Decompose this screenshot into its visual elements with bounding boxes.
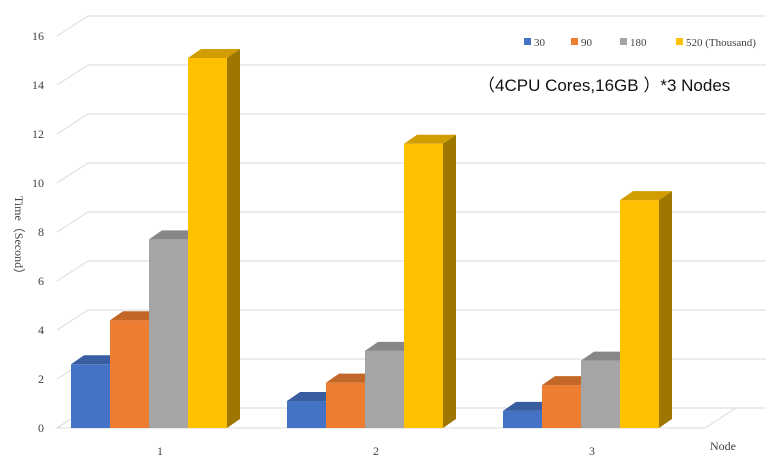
x-tick-label: 2 [373, 444, 379, 458]
bar-90-node-2 [326, 382, 365, 428]
bar-90-node-3 [542, 385, 581, 428]
bar-520-node-3 [620, 200, 659, 428]
bar-30-node-3 [503, 410, 542, 428]
bars [71, 49, 672, 429]
legend-swatch [676, 38, 683, 45]
bar-520-node-1 [188, 58, 227, 429]
gridline-diag [56, 64, 89, 86]
chart-annotation: （4CPU Cores,16GB ）*3 Nodes [478, 76, 730, 95]
y-tick-label: 0 [38, 421, 44, 435]
gridline-diag [56, 309, 89, 331]
gridline-diag [56, 15, 89, 37]
y-tick-label: 6 [38, 274, 44, 288]
y-tick-label: 4 [38, 323, 44, 337]
legend-label: 90 [581, 37, 593, 49]
legend-swatch [620, 38, 627, 45]
y-axis-ticks: 0 2 4 6 8 10 12 14 16 [32, 29, 44, 435]
bar-top-face [404, 134, 456, 144]
gridline-diag [56, 211, 89, 233]
gridline-diag [56, 113, 89, 135]
legend-label: 30 [534, 37, 546, 49]
bar-top-face [620, 191, 672, 201]
y-axis-label-group: Time（Second） [12, 196, 26, 280]
legend-label: 180 [630, 37, 647, 49]
legend-label: 520 (Thousand) [686, 37, 756, 49]
bar-side-face [659, 191, 672, 428]
y-tick-label: 14 [32, 78, 44, 92]
bar-520-node-2 [404, 143, 443, 429]
y-tick-label: 10 [32, 176, 44, 190]
bar-180-node-3 [581, 360, 620, 428]
bar-30-node-1 [71, 364, 110, 428]
x-tick-label: 3 [589, 444, 595, 458]
bar-top-face [188, 49, 240, 59]
gridline-diag [56, 162, 89, 184]
y-tick-label: 12 [32, 127, 44, 141]
y-tick-label: 2 [38, 372, 44, 386]
bar-180-node-1 [149, 239, 188, 428]
bar-180-node-2 [365, 350, 404, 428]
x-axis-ticks: 1 2 3 [157, 444, 595, 458]
y-axis-label: Time（Second） [12, 196, 26, 280]
legend-swatch [524, 38, 531, 45]
gridline-diag [56, 260, 89, 282]
bar-side-face [443, 134, 456, 429]
bar-90-node-1 [110, 320, 149, 428]
bar-30-node-2 [287, 401, 326, 428]
x-axis-label: Node [710, 439, 736, 453]
legend-swatch [571, 38, 578, 45]
y-tick-label: 8 [38, 225, 44, 239]
x-tick-label: 1 [157, 444, 163, 458]
y-tick-label: 16 [32, 29, 44, 43]
bar-side-face [227, 49, 240, 429]
legend: 30 90 180 520 (Thousand) [524, 37, 756, 49]
